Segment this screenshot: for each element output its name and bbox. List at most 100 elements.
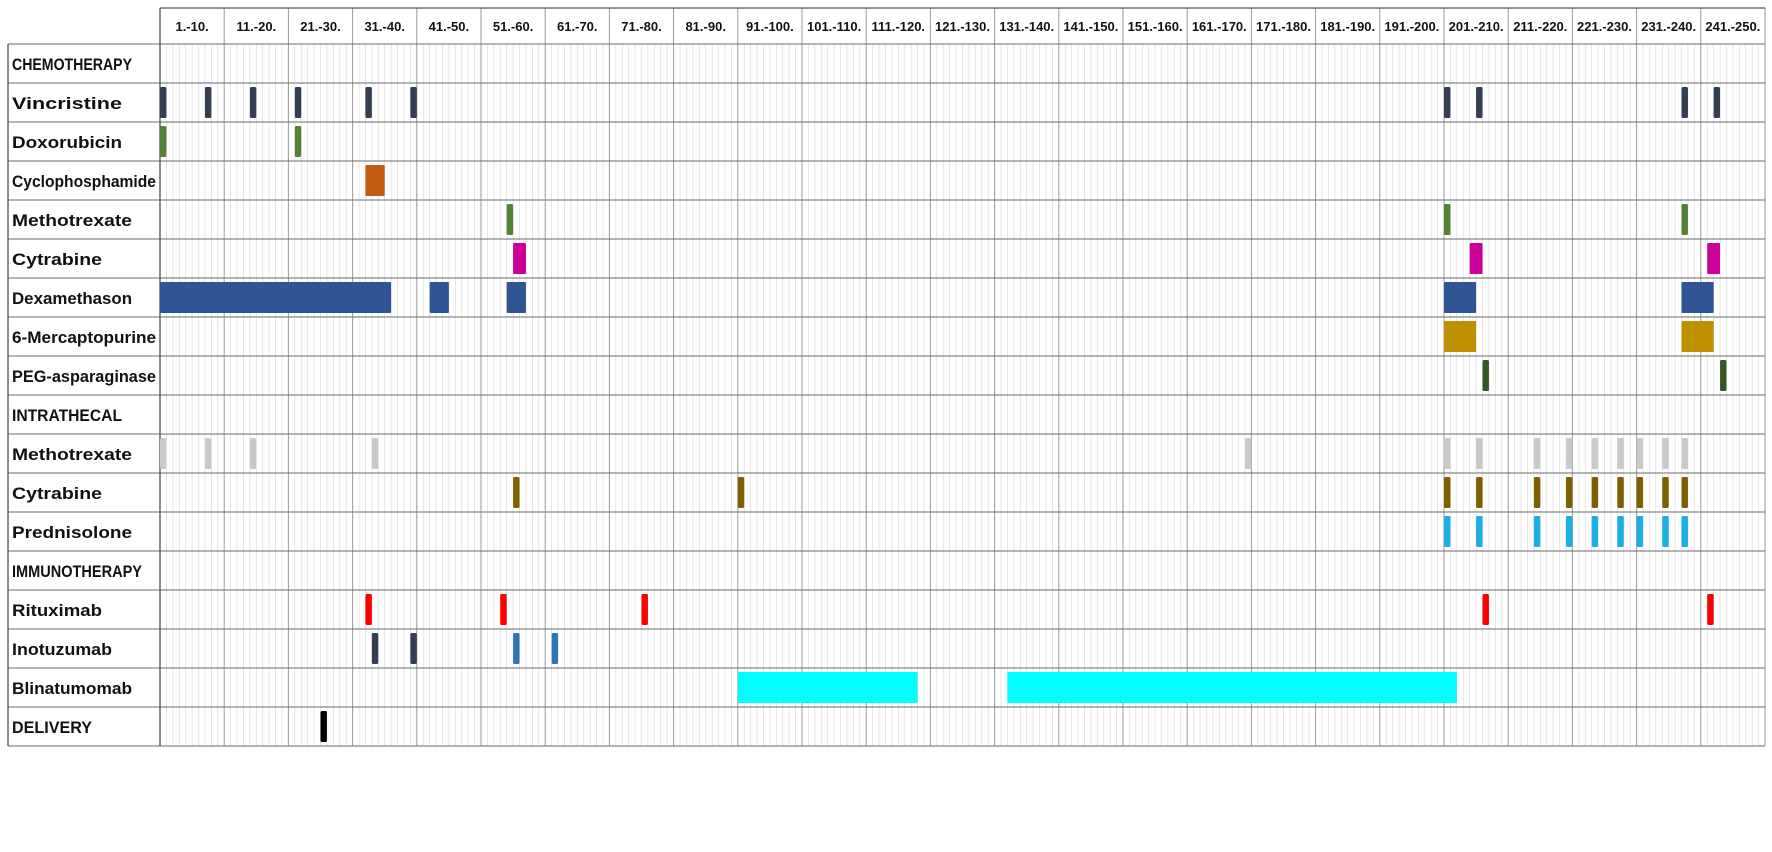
treatment-segment [1681,282,1714,313]
treatment-segment [1444,438,1451,469]
row-label: Blinatumomab [12,679,132,698]
treatment-segment [1444,87,1451,118]
treatment-segment [1591,516,1599,547]
treatment-segment [1720,360,1727,391]
treatment-segment [410,633,417,664]
treatment-segment [1662,477,1669,508]
treatment-segment [294,87,302,118]
treatment-segment [1482,594,1489,625]
period-label: 151.-160. [1128,19,1183,34]
grid [7,7,1766,747]
treatment-segment [204,438,212,469]
treatment-segment [513,633,520,664]
row-label: Cytrabine [12,484,102,503]
period-label: 71.-80. [621,19,661,34]
treatment-segment [1444,516,1451,547]
treatment-segment [500,594,507,625]
treatment-segment [1662,438,1669,469]
treatment-segment [1444,321,1477,352]
row-label: Rituximab [12,601,102,620]
treatment-segment [160,438,167,469]
period-label: 21.-30. [300,19,340,34]
period-label: 1.-10. [175,19,208,34]
period-label: 201.-210. [1449,19,1504,34]
treatment-segment [1533,438,1541,469]
treatment-segment [641,594,648,625]
period-label: 111.-120. [872,19,926,34]
row-label: IMMUNOTHERAPY [12,562,143,581]
row-label: Methotrexate [12,445,132,464]
treatment-segment [737,477,745,508]
treatment-segment [365,87,372,118]
treatment-segment [294,126,302,157]
treatment-segment [513,477,520,508]
treatment-segment [1681,477,1688,508]
treatment-segment [249,438,257,469]
treatment-segment [1565,477,1573,508]
treatment-segment [1533,516,1541,547]
treatment-segment [513,243,526,274]
period-label: 131.-140. [999,19,1054,34]
treatment-segment [1476,87,1483,118]
treatment-segment [1707,243,1721,274]
period-label: 51.-60. [493,19,533,34]
row-label: INTRATHECAL [12,406,122,425]
row-label: DELIVERY [12,718,93,737]
row-labels: CHEMOTHERAPY Vincristine Doxorubicin Cyclop… [12,55,156,737]
treatment-segment [1617,438,1624,469]
row-label: Methotrexate [12,211,132,230]
treatment-segment [371,633,379,664]
row-label: 6-Mercaptopurine [12,328,156,347]
treatment-segment [1244,438,1252,469]
treatment-segment [160,126,167,157]
treatment-segment [160,282,392,313]
treatment-segment [551,633,559,664]
treatment-segment [249,87,257,118]
treatment-segment [204,87,212,118]
period-label: 91.-100. [746,19,794,34]
treatment-segment [1476,438,1483,469]
period-label: 221.-230. [1577,19,1632,34]
treatment-segment [1476,477,1483,508]
row-label: Doxorubicin [12,133,122,152]
treatment-segment [365,165,385,196]
treatment-segment [1007,672,1457,703]
treatment-segment [1469,243,1483,274]
period-label: 191.-200. [1384,19,1439,34]
treatment-segment [1591,438,1599,469]
row-label: Dexamethason [12,289,132,308]
treatment-segment [1617,516,1624,547]
treatment-segment [1482,360,1489,391]
treatment-segment [1681,516,1688,547]
period-label: 121.-130. [935,19,990,34]
period-label: 141.-150. [1063,19,1118,34]
period-label: 41.-50. [429,19,469,34]
treatment-marks [160,87,1727,742]
treatment-segment [1617,477,1624,508]
treatment-segment [1591,477,1599,508]
treatment-segment [506,282,526,313]
treatment-segment [1636,438,1644,469]
treatment-segment [365,594,372,625]
row-label: Vincristine [12,94,122,113]
treatment-segment [506,204,514,235]
row-label: Prednisolone [12,523,132,542]
treatment-segment [1444,477,1451,508]
row-label: Inotuzumab [12,640,112,659]
row-label: PEG-asparaginase [12,367,156,386]
treatment-segment [371,438,379,469]
treatment-segment [1565,516,1573,547]
period-label: 101.-110. [807,19,861,34]
treatment-segment [1662,516,1669,547]
period-label: 181.-190. [1320,19,1375,34]
treatment-segment [320,711,327,742]
treatment-segment [1476,516,1483,547]
period-label: 241.-250. [1705,19,1760,34]
treatment-segment [1707,594,1714,625]
treatment-segment [1681,204,1688,235]
treatment-segment [1565,438,1573,469]
treatment-segment [1533,477,1541,508]
period-label: 161.-170. [1192,19,1247,34]
treatment-segment [1681,87,1688,118]
